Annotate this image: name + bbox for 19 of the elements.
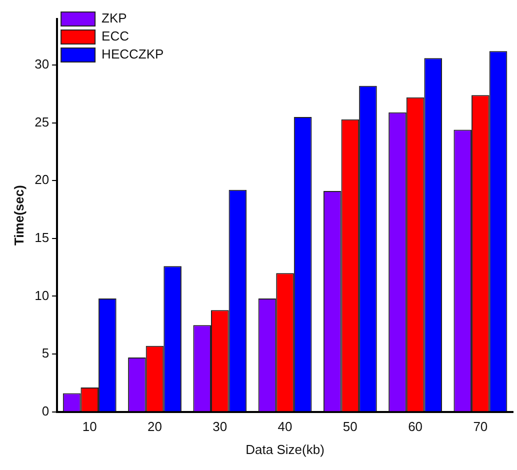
legend-label: ECC: [102, 28, 130, 44]
y-tick-label: 10: [34, 288, 50, 303]
legend-label: HECCZKP: [102, 46, 164, 62]
x-tick-label: 70: [473, 419, 488, 434]
x-tick-label: 10: [82, 419, 97, 434]
x-tick-label: 50: [342, 419, 358, 434]
x-tick-label: 40: [278, 419, 292, 434]
y-tick-label: 25: [34, 114, 50, 130]
y-axis-title: Time(sec): [11, 185, 26, 246]
legend-label: ZKP: [102, 10, 127, 26]
x-axis-title: Data Size(kb): [246, 442, 324, 457]
y-tick-label: 15: [34, 230, 50, 245]
y-tick-label: 0: [42, 403, 50, 418]
x-tick-label: 20: [148, 419, 162, 434]
y-tick-label: 30: [34, 56, 50, 72]
x-tick-label: 60: [408, 419, 423, 434]
y-tick-label: 5: [42, 346, 50, 361]
x-tick-label: 30: [212, 419, 228, 434]
y-tick-label: 20: [34, 172, 50, 188]
